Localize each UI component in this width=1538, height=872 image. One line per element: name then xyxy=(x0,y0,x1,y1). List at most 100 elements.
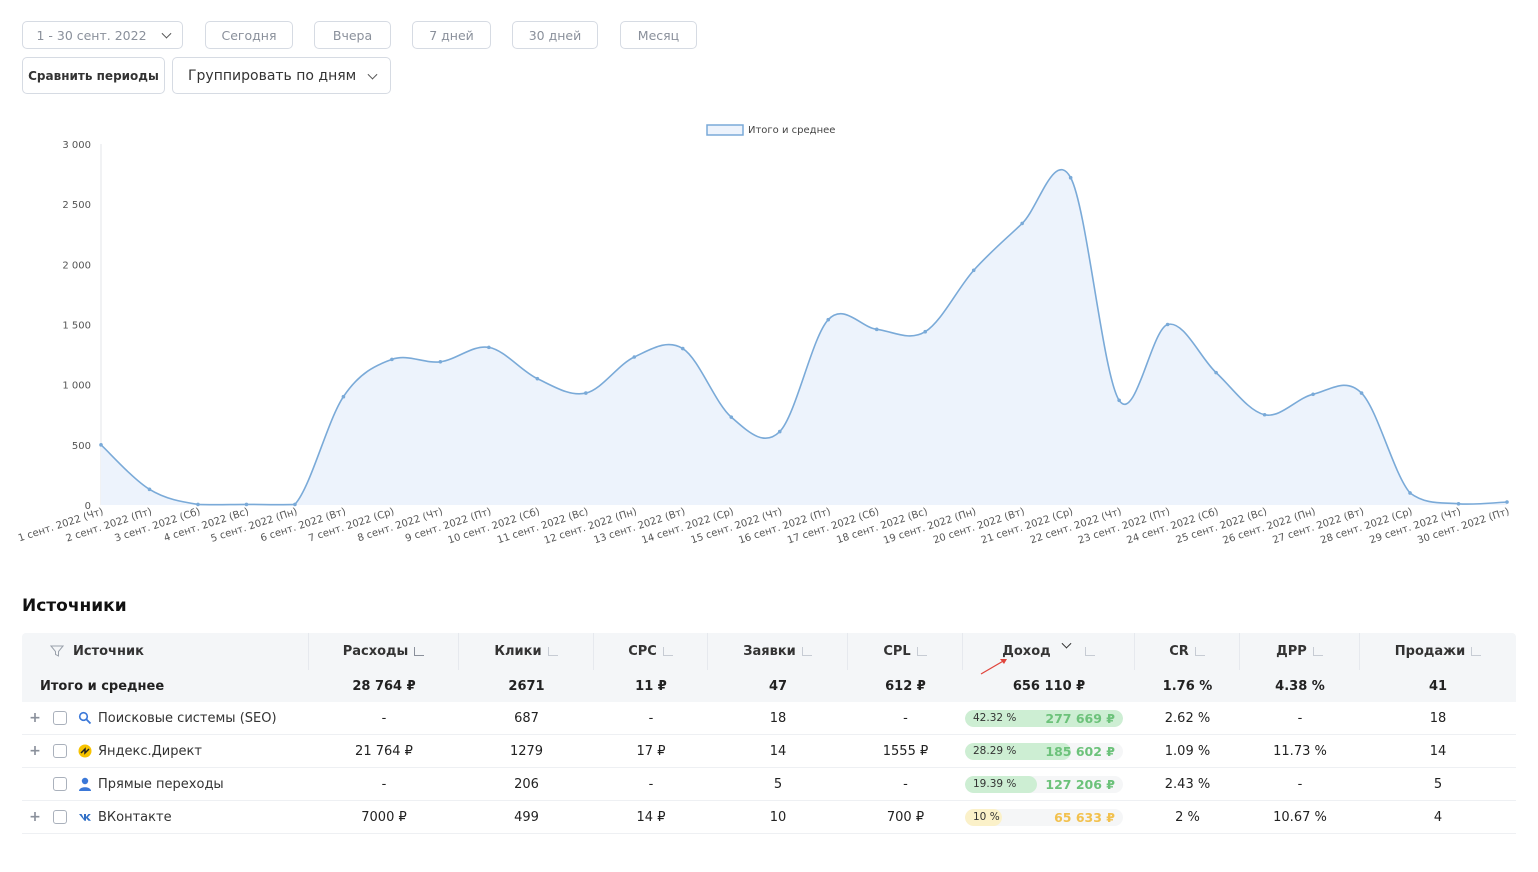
data-point[interactable] xyxy=(341,394,346,399)
y-tick-label: 500 xyxy=(72,441,91,452)
chart-icon[interactable] xyxy=(414,647,425,656)
header-income[interactable]: Доход xyxy=(963,633,1135,675)
header-source[interactable]: Источник xyxy=(22,633,309,670)
data-point[interactable] xyxy=(293,502,297,507)
data-point[interactable] xyxy=(1359,391,1364,395)
expand-plus-icon[interactable]: + xyxy=(29,710,41,726)
filter-icon[interactable] xyxy=(50,644,64,658)
compare-periods-button[interactable]: Сравнить периоды xyxy=(22,57,165,94)
income-share-fill xyxy=(965,709,1123,727)
data-point[interactable] xyxy=(1262,412,1267,417)
data-point[interactable] xyxy=(1020,221,1024,226)
cell-income: 42.32 % 277 669 ₽ xyxy=(963,709,1135,727)
chart-icon[interactable] xyxy=(1471,647,1482,656)
data-point[interactable] xyxy=(1117,398,1121,403)
y-tick-label: 3 000 xyxy=(62,140,91,151)
expand-plus-icon[interactable]: + xyxy=(29,743,41,759)
data-point[interactable] xyxy=(584,391,588,395)
total-cpc: 11 ₽ xyxy=(635,678,667,694)
data-point[interactable] xyxy=(729,415,734,419)
data-point[interactable] xyxy=(874,327,879,332)
sources-table: Источник Расходы Клики CPC Заявки CPL До… xyxy=(22,633,1516,834)
table-row[interactable]: + ВКонтакте 7000 ₽ 499 14 ₽ 10 700 ₽ 10 % 65 633… xyxy=(22,801,1516,834)
yandex-direct-icon xyxy=(78,744,92,758)
sort-desc-icon[interactable] xyxy=(1061,638,1072,649)
expand-plus-icon[interactable]: + xyxy=(29,809,41,825)
header-drr[interactable]: ДРР xyxy=(1240,633,1360,670)
table-header: Источник Расходы Клики CPC Заявки CPL До… xyxy=(22,633,1516,675)
data-point[interactable] xyxy=(826,317,831,322)
header-sales[interactable]: Продажи xyxy=(1360,633,1516,670)
data-point[interactable] xyxy=(923,329,928,334)
date-range-label: 1 - 30 сент. 2022 xyxy=(36,27,147,43)
table-row[interactable]: + Яндекс.Директ 21 764 ₽ 1279 17 ₽ 14 1555 ₽ 28… xyxy=(22,735,1516,768)
data-point[interactable] xyxy=(1311,392,1315,397)
chart-icon[interactable] xyxy=(1312,647,1323,656)
data-point[interactable] xyxy=(1068,175,1073,180)
data-point[interactable] xyxy=(1456,501,1461,506)
header-expenses[interactable]: Расходы xyxy=(309,633,459,670)
cell-clicks: 206 xyxy=(514,776,539,792)
today-button[interactable]: Сегодня xyxy=(205,21,293,49)
row-checkbox[interactable] xyxy=(53,777,67,791)
income-share-percent: 42.32 % xyxy=(973,711,1017,724)
source-name: ВКонтакте xyxy=(98,809,172,825)
30-days-button[interactable]: 30 дней xyxy=(512,21,598,49)
cell-cpl: - xyxy=(903,776,908,792)
cell-sales: 4 xyxy=(1433,809,1443,825)
total-sales: 41 xyxy=(1428,678,1448,694)
cell-income: 28.29 % 185 602 ₽ xyxy=(963,742,1135,760)
month-button[interactable]: Месяц xyxy=(620,21,697,49)
7-days-button[interactable]: 7 дней xyxy=(412,21,491,49)
y-tick-label: 2 500 xyxy=(62,200,91,211)
data-point[interactable] xyxy=(1165,322,1170,327)
data-point[interactable] xyxy=(244,502,249,507)
header-label: ДРР xyxy=(1276,644,1307,659)
header-cr[interactable]: CR xyxy=(1135,633,1240,670)
chart-icon[interactable] xyxy=(801,647,812,656)
chart-icon[interactable] xyxy=(1084,647,1095,656)
income-share-bar: 28.29 % 185 602 ₽ xyxy=(965,742,1123,760)
yesterday-button[interactable]: Вчера xyxy=(314,21,391,49)
header-cpc[interactable]: CPC xyxy=(594,633,708,670)
cell-clicks: 1279 xyxy=(509,743,544,759)
chart-icon[interactable] xyxy=(547,647,558,656)
table-row[interactable]: Прямые переходы - 206 - 5 - 19.39 % 127 206 ₽ 2.… xyxy=(22,768,1516,801)
data-point[interactable] xyxy=(438,360,443,364)
group-by-select[interactable]: Группировать по дням xyxy=(172,57,391,94)
data-point[interactable] xyxy=(680,346,685,351)
table-row[interactable]: + Поисковые системы (SEO) - 687 - 18 - 42.32 % 2… xyxy=(22,702,1516,735)
data-point[interactable] xyxy=(632,355,637,359)
header-leads[interactable]: Заявки xyxy=(708,633,848,670)
legend-label[interactable]: Итого и среднее xyxy=(748,125,835,136)
header-clicks[interactable]: Клики xyxy=(459,633,594,670)
cell-cpc: - xyxy=(648,776,654,792)
income-share-fill xyxy=(965,742,1071,760)
row-checkbox[interactable] xyxy=(53,744,67,758)
data-point[interactable] xyxy=(1214,370,1218,375)
data-point[interactable] xyxy=(147,487,152,492)
data-point[interactable] xyxy=(1408,491,1412,495)
legend-swatch[interactable] xyxy=(706,124,744,136)
row-checkbox[interactable] xyxy=(53,810,67,824)
chart-icon[interactable] xyxy=(662,647,673,656)
header-label: Доход xyxy=(1002,644,1051,659)
cell-expenses: 7000 ₽ xyxy=(361,809,407,825)
data-point[interactable] xyxy=(99,443,103,447)
data-point[interactable] xyxy=(1505,500,1509,504)
row-checkbox[interactable] xyxy=(53,711,67,725)
data-point[interactable] xyxy=(777,429,782,434)
chart-icon[interactable] xyxy=(916,647,927,656)
date-range-select[interactable]: 1 - 30 сент. 2022 xyxy=(22,21,183,49)
income-share-bar: 42.32 % 277 669 ₽ xyxy=(965,709,1123,727)
header-cpl[interactable]: CPL xyxy=(848,633,963,670)
data-point[interactable] xyxy=(535,376,540,381)
data-point[interactable] xyxy=(971,268,976,273)
data-point[interactable] xyxy=(487,345,491,350)
chart-icon[interactable] xyxy=(1194,647,1205,656)
cell-clicks: 687 xyxy=(514,710,539,726)
arrow-annotation-icon xyxy=(980,659,1007,675)
y-tick-label: 1 500 xyxy=(62,321,91,332)
data-point[interactable] xyxy=(196,502,200,507)
data-point[interactable] xyxy=(390,357,394,362)
